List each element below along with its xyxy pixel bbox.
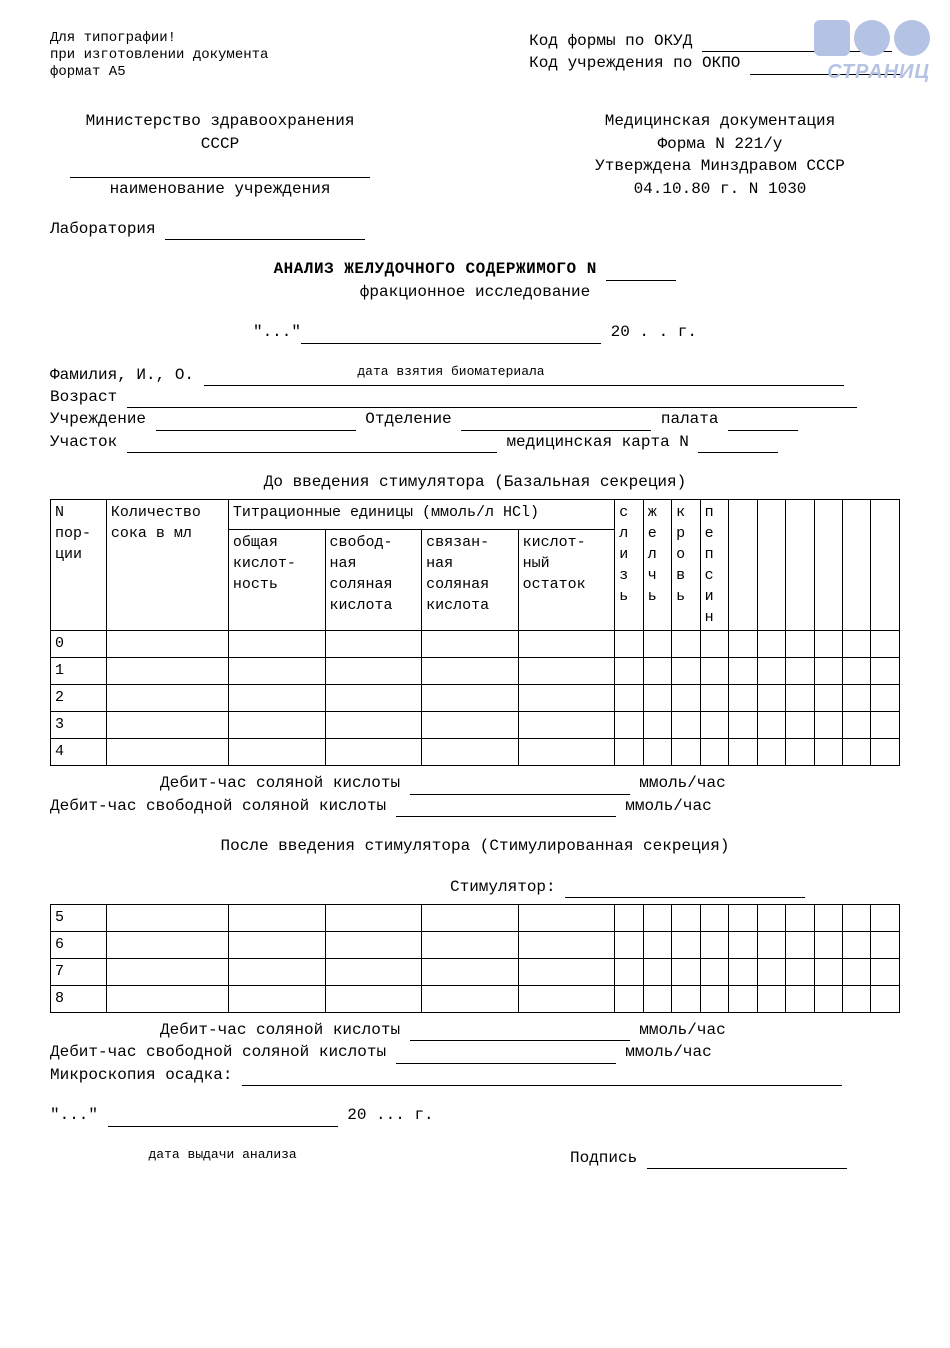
basal-secretion-table: N пор- ции Количество сока в мл Титрацио… [50, 499, 900, 766]
signature-label: Подпись [570, 1149, 637, 1167]
logo-text: СТРАНИЦ [814, 58, 930, 86]
area-label: Участок [50, 433, 117, 451]
biomaterial-date-label: дата взятия биоматериала [357, 363, 544, 381]
approved-by: Утверждена Минздравом СССР [540, 155, 900, 177]
fio-label: Фамилия, И., О. [50, 366, 194, 384]
analysis-date-label: дата выдачи анализа [149, 1146, 297, 1164]
document-title: АНАЛИЗ ЖЕЛУДОЧНОГО СОДЕРЖИМОГО N [274, 260, 597, 278]
section2-title: После введения стимулятора (Стимулирован… [50, 835, 900, 857]
medcard-label: медицинская карта N [506, 433, 688, 451]
age-label: Возраст [50, 388, 117, 406]
ministry-line1: Министерство здравоохранения [50, 110, 390, 132]
doc-type: Медицинская документация [540, 110, 900, 132]
watermark-logo: СТРАНИЦ [814, 20, 930, 86]
ministry-line2: СССР [50, 133, 390, 155]
col-volume: Количество сока в мл [106, 500, 228, 631]
col-bound-hcl: связан- ная соляная кислота [422, 530, 519, 631]
form-number: Форма N 221/у [540, 133, 900, 155]
table-row: 4 [51, 739, 900, 766]
document-subtitle: фракционное исследование [50, 281, 900, 303]
unit-2: ммоль/час [625, 797, 711, 815]
debit-hcl-label-2: Дебит-час соляной кислоты [160, 1021, 400, 1039]
unit-1: ммоль/час [639, 774, 725, 792]
date2-year: 20 ... г. [347, 1106, 433, 1124]
date-quote: "..." [253, 323, 301, 341]
institution-label: Учреждение [50, 410, 146, 428]
table-row: 7 [51, 959, 900, 986]
col-titration: Титрационные единицы (ммоль/л HCl) [228, 500, 614, 530]
table-row: 0 [51, 631, 900, 658]
table-row: 2 [51, 685, 900, 712]
col-mucus: слизь [615, 500, 643, 631]
typography-note: Для типографии! при изготовлении докумен… [50, 30, 268, 80]
debit-free-hcl-label-2: Дебит-час свободной соляной кислоты [50, 1043, 386, 1061]
table-row: 3 [51, 712, 900, 739]
stimulated-secretion-table: 5678 [50, 904, 900, 1013]
laboratory-label: Лаборатория [50, 220, 156, 238]
unit-4: ммоль/час [625, 1043, 711, 1061]
approval-date: 04.10.80 г. N 1030 [540, 178, 900, 200]
date2-quote: "..." [50, 1106, 98, 1124]
debit-hcl-label: Дебит-час соляной кислоты [160, 774, 400, 792]
table-row: 6 [51, 932, 900, 959]
microscopy-label: Микроскопия осадка: [50, 1066, 232, 1084]
ward-label: палата [661, 410, 719, 428]
department-label: Отделение [365, 410, 451, 428]
date-year: 20 . . г. [611, 323, 697, 341]
table-row: 8 [51, 986, 900, 1013]
stimulator-label: Стимулятор: [450, 878, 556, 896]
col-blood: кровь [672, 500, 700, 631]
col-portion: N пор- ции [51, 500, 107, 631]
section1-title: До введения стимулятора (Базальная секре… [50, 471, 900, 493]
col-total-acidity: общая кислот- ность [228, 530, 325, 631]
debit-free-hcl-label: Дебит-час свободной соляной кислоты [50, 797, 386, 815]
table-row: 5 [51, 905, 900, 932]
col-acid-residue: кислот- ный остаток [518, 530, 615, 631]
unit-3: ммоль/час [639, 1021, 725, 1039]
table-row: 1 [51, 658, 900, 685]
col-bile: желчь [643, 500, 671, 631]
col-free-hcl: свобод- ная соляная кислота [325, 530, 422, 631]
col-pepsin: пепсин [700, 500, 728, 631]
institution-name-label: наименование учреждения [50, 178, 390, 200]
